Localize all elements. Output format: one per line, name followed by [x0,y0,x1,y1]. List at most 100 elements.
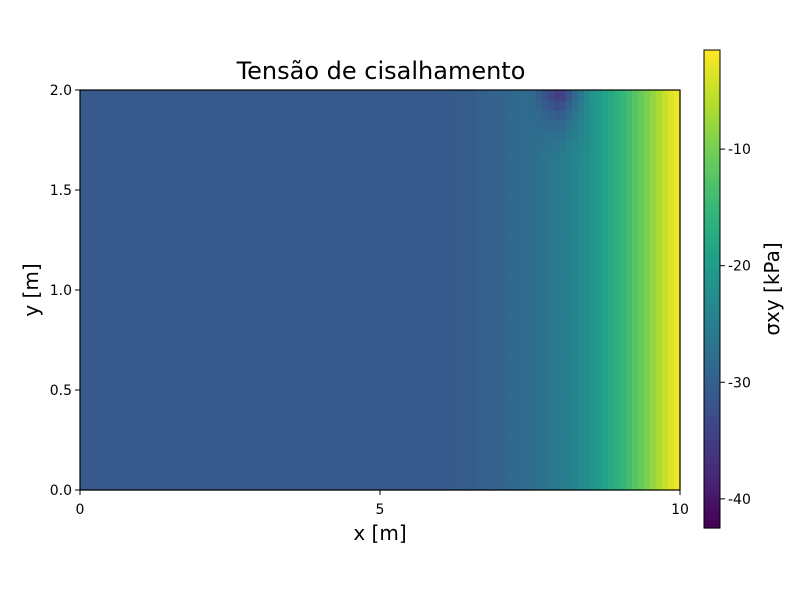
heatmap-cell [572,380,579,391]
heatmap-cell [422,460,429,471]
heatmap-cell [278,440,285,451]
heatmap-cell [500,380,507,391]
heatmap-cell [242,410,249,421]
heatmap-cell [86,90,93,101]
heatmap-cell [212,430,219,441]
heatmap-cell [668,410,675,421]
heatmap-cell [260,290,267,301]
heatmap-cell [500,200,507,211]
heatmap-cell [518,320,525,331]
heatmap-cell [146,270,153,281]
heatmap-cell [638,130,645,141]
heatmap-cell [608,420,615,431]
colorbar-segment [704,452,720,457]
heatmap-cell [620,460,627,471]
heatmap-cell [230,110,237,121]
heatmap-cell [578,290,585,301]
heatmap-cell [638,150,645,161]
heatmap-cell [122,150,129,161]
heatmap-cell [554,290,561,301]
heatmap-cell [500,430,507,441]
heatmap-cell [536,150,543,161]
heatmap-cell [80,240,87,251]
heatmap-cell [86,240,93,251]
heatmap-cell [644,380,651,391]
heatmap-cell [464,90,471,101]
heatmap-cell [410,390,417,401]
heatmap-cell [392,220,399,231]
heatmap-cell [302,220,309,231]
heatmap-cell [104,120,111,131]
heatmap-cell [650,320,657,331]
heatmap-cell [536,120,543,131]
heatmap-cell [200,240,207,251]
colorbar-segment [704,85,720,91]
heatmap-cell [500,170,507,181]
heatmap-cell [356,380,363,391]
heatmap-cell [464,220,471,231]
heatmap-cell [494,300,501,311]
heatmap-cell [440,430,447,441]
heatmap-cell [446,350,453,361]
heatmap-cell [278,110,285,121]
heatmap-cell [446,200,453,211]
heatmap-cell [482,310,489,321]
heatmap-cell [278,90,285,101]
heatmap-cell [674,280,681,291]
heatmap-cell [440,140,447,151]
heatmap-cell [494,450,501,461]
heatmap-cell [374,300,381,311]
heatmap-cell [458,350,465,361]
heatmap-cell [272,330,279,341]
heatmap-cell [446,300,453,311]
heatmap-cell [542,450,549,461]
heatmap-cell [320,180,327,191]
heatmap-cell [260,370,267,381]
heatmap-cell [260,150,267,161]
heatmap-cell [308,250,315,261]
heatmap-cell [200,130,207,141]
heatmap-cell [230,430,237,441]
heatmap-cell [584,300,591,311]
heatmap-cell [482,430,489,441]
heatmap-cell [422,400,429,411]
heatmap-cell [434,470,441,481]
heatmap-cell [206,240,213,251]
heatmap-cell [368,100,375,111]
heatmap-cell [506,150,513,161]
heatmap-cell [512,320,519,331]
heatmap-cell [158,230,165,241]
heatmap-cell [518,290,525,301]
heatmap-cell [134,380,141,391]
heatmap-cell [176,120,183,131]
heatmap-cell [206,230,213,241]
heatmap-cell [674,100,681,111]
heatmap-cell [260,160,267,171]
heatmap-cell [542,430,549,441]
heatmap-cell [530,150,537,161]
heatmap-cell [584,260,591,271]
heatmap-cell [182,440,189,451]
colorbar-segment [704,408,720,414]
heatmap-cell [218,460,225,471]
heatmap-cell [626,240,633,251]
heatmap-cell [614,120,621,131]
heatmap-cell [326,100,333,111]
heatmap-cell [644,130,651,141]
heatmap-cell [656,390,663,401]
heatmap-cell [152,370,159,381]
heatmap-cell [182,290,189,301]
heatmap-cell [356,230,363,241]
heatmap-cell [584,210,591,221]
heatmap-cell [590,310,597,321]
heatmap-cell [512,480,519,491]
heatmap-cell [272,190,279,201]
colorbar-segment [704,101,720,107]
heatmap-cell [170,200,177,211]
heatmap-cell [446,480,453,491]
heatmap-cell [602,150,609,161]
heatmap-cell [464,460,471,471]
heatmap-cell [614,350,621,361]
heatmap-cell [170,280,177,291]
heatmap-cell [320,300,327,311]
